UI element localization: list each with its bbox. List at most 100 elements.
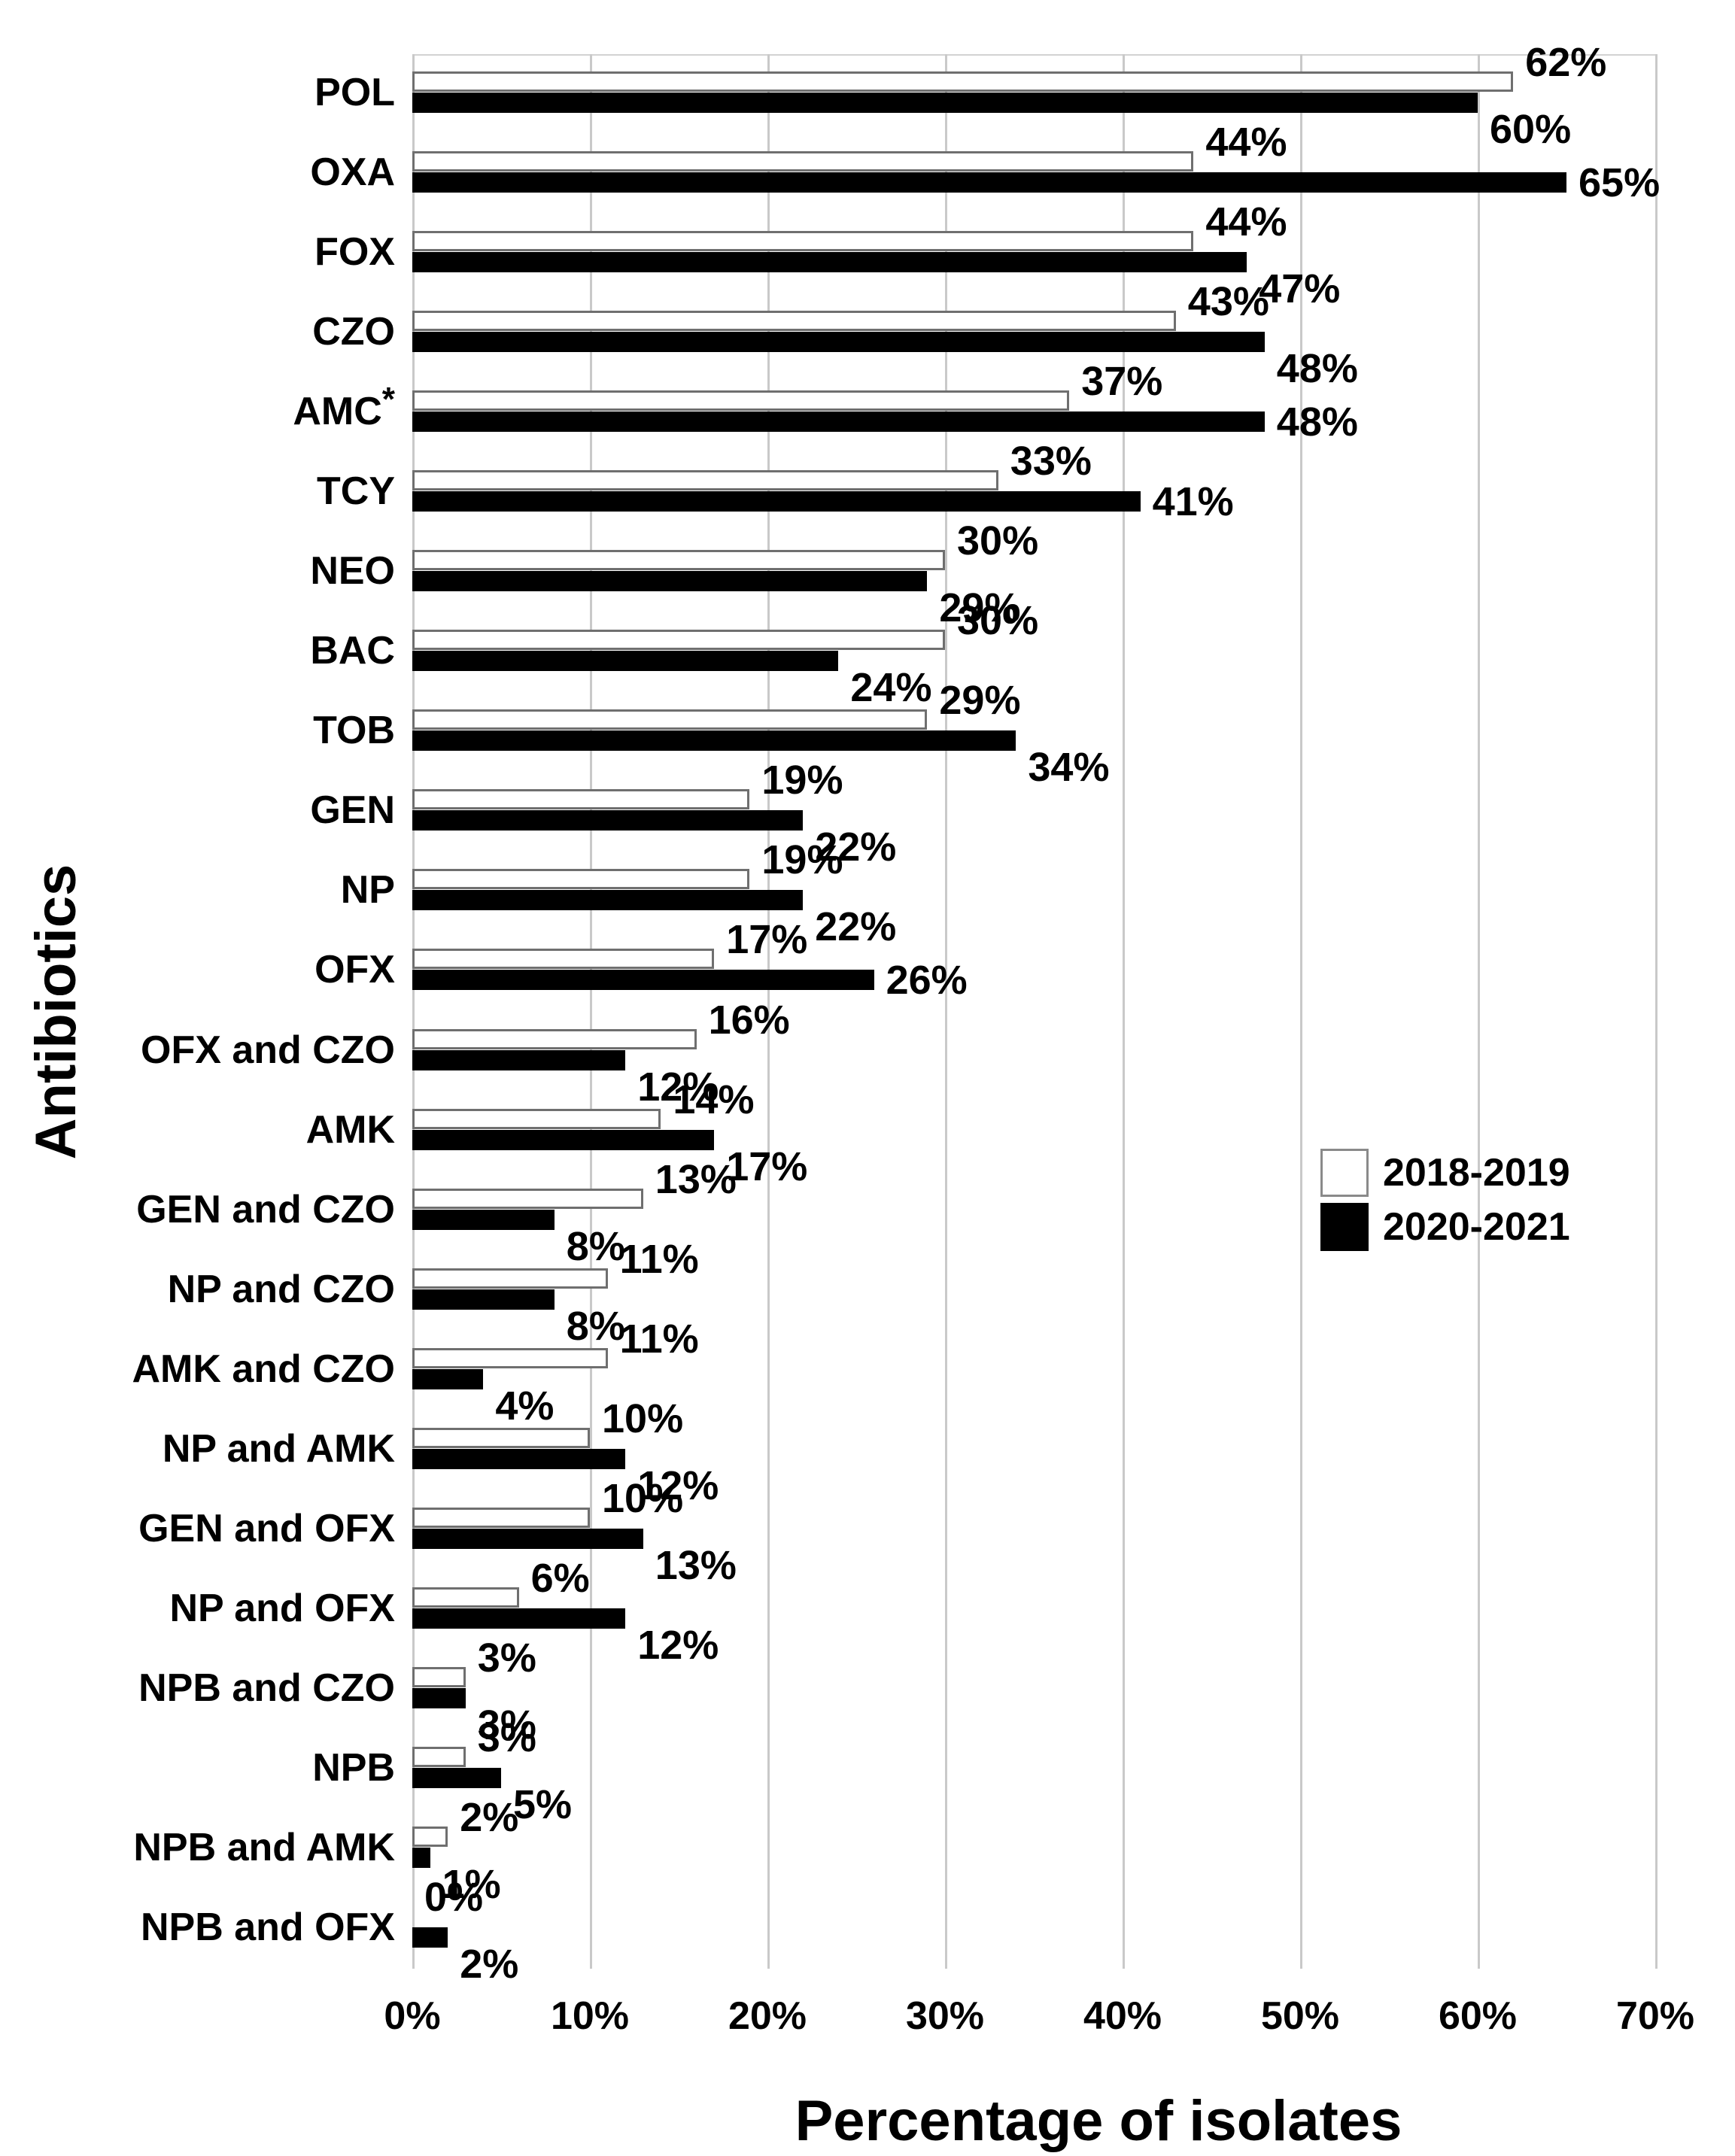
bar-2018-2019: [412, 470, 998, 491]
value-label-2020-2021: 22%: [815, 904, 897, 950]
value-label-2018-2019: 11%: [619, 1236, 699, 1282]
value-label-2020-2021: 60%: [1490, 107, 1572, 152]
value-label-2020-2021: 1%: [442, 1861, 501, 1907]
value-label-2018-2019: 44%: [1205, 120, 1287, 165]
bar-2018-2019: [412, 1507, 590, 1528]
bar-2020-2021: [412, 1368, 484, 1389]
category-label: AMK: [305, 1107, 395, 1152]
x-axis-title: Percentage of isolates: [795, 2089, 1402, 2153]
x-tick-label: 0%: [384, 1994, 441, 2038]
value-label-2018-2019: 19%: [761, 758, 843, 803]
value-label-2020-2021: 48%: [1276, 346, 1358, 392]
category-label: NEO: [310, 549, 395, 594]
value-label-2020-2021: 12%: [637, 1064, 719, 1110]
category-label: POL: [314, 71, 395, 114]
value-label-2020-2021: 34%: [1028, 745, 1110, 791]
gridline: [1123, 54, 1125, 1969]
bar-2020-2021: [412, 890, 804, 911]
bar-2020-2021: [412, 1687, 466, 1708]
value-label-2020-2021: 65%: [1579, 159, 1661, 205]
value-label-2018-2019: 29%: [939, 678, 1021, 724]
value-label-2020-2021: 13%: [655, 1542, 737, 1588]
bar-2020-2021: [412, 1847, 430, 1868]
value-label-2020-2021: 17%: [726, 1143, 808, 1189]
value-label-2018-2019: 2%: [460, 1794, 519, 1840]
value-label-2018-2019: 10%: [602, 1395, 684, 1441]
category-label: FOX: [314, 230, 395, 275]
category-label: NPB and OFX: [140, 1905, 395, 1949]
bar-2020-2021: [412, 252, 1247, 273]
bar-2018-2019: [412, 1666, 466, 1687]
value-label-2020-2021: 29%: [939, 585, 1021, 631]
bar-2020-2021: [412, 810, 804, 831]
value-label-2018-2019: 10%: [602, 1475, 684, 1521]
category-label: NP and CZO: [167, 1267, 395, 1311]
x-tick-label: 30%: [905, 1994, 985, 2038]
bar-2020-2021: [412, 411, 1265, 433]
bar-2018-2019: [412, 1268, 608, 1289]
bar-2020-2021: [412, 1528, 643, 1549]
category-label: NP and AMK: [162, 1426, 395, 1471]
value-label-2020-2021: 8%: [566, 1223, 625, 1269]
category-label: NPB and AMK: [133, 1825, 395, 1869]
bar-2020-2021: [412, 1289, 555, 1310]
category-label: TCY: [317, 469, 395, 514]
bar-2020-2021: [412, 1927, 448, 1948]
bar-2020-2021: [412, 332, 1265, 353]
bar-2020-2021: [412, 491, 1141, 512]
legend-label: 2020-2021: [1383, 1205, 1570, 1249]
value-label-2020-2021: 5%: [513, 1781, 573, 1827]
value-label-2018-2019: 30%: [957, 518, 1039, 564]
bar-2020-2021: [412, 1209, 555, 1230]
x-tick-label: 10%: [550, 1994, 630, 2038]
value-label-2018-2019: 17%: [726, 917, 808, 963]
bar-2018-2019: [412, 1746, 466, 1767]
category-label: AMK and CZO: [132, 1347, 395, 1391]
bar-2018-2019: [412, 1028, 697, 1049]
x-tick-label: 20%: [728, 1994, 807, 2038]
value-label-2018-2019: 0%: [424, 1874, 484, 1920]
value-label-2020-2021: 4%: [495, 1383, 555, 1429]
value-label-2018-2019: 44%: [1205, 199, 1287, 245]
bar-2018-2019: [412, 550, 945, 571]
value-label-2018-2019: 14%: [673, 1076, 755, 1122]
value-label-2020-2021: 12%: [637, 1622, 719, 1668]
bar-2018-2019: [412, 1347, 608, 1368]
bar-2020-2021: [412, 1448, 626, 1469]
gridline: [1655, 54, 1658, 1969]
legend-swatch-2020-2021: [1320, 1203, 1369, 1251]
x-tick-label: 40%: [1083, 1994, 1162, 2038]
bar-2020-2021: [412, 93, 1478, 113]
x-tick-label: 60%: [1438, 1994, 1518, 2038]
value-label-2020-2021: 24%: [850, 665, 932, 711]
bar-2018-2019: [412, 151, 1194, 172]
gridline: [590, 54, 592, 1969]
bar-2020-2021: [412, 730, 1016, 752]
bar-2018-2019: [412, 390, 1070, 411]
value-label-2018-2019: 62%: [1525, 40, 1607, 85]
value-label-2020-2021: 12%: [637, 1462, 719, 1508]
category-label: GEN and CZO: [136, 1187, 395, 1231]
value-label-2018-2019: 16%: [708, 997, 790, 1043]
value-label-2018-2019: 37%: [1081, 359, 1163, 405]
category-label: GEN: [310, 788, 395, 833]
bar-2018-2019: [412, 949, 715, 970]
value-label-2018-2019: 3%: [477, 1714, 536, 1760]
value-label-2020-2021: 3%: [477, 1702, 536, 1748]
bar-2018-2019: [412, 1188, 643, 1209]
bar-2018-2019: [412, 311, 1176, 332]
bar-2020-2021: [412, 1129, 715, 1150]
category-label: OFX: [314, 948, 395, 992]
bar-2018-2019: [412, 869, 750, 890]
gridline: [767, 54, 770, 1969]
value-label-2020-2021: 48%: [1276, 399, 1358, 445]
bar-2018-2019: [412, 630, 945, 651]
asterisk-marker: *: [381, 381, 395, 418]
bar-2018-2019: [412, 1108, 661, 1129]
value-label-2018-2019: 13%: [655, 1156, 737, 1202]
gridline: [1478, 54, 1480, 1969]
bar-2020-2021: [412, 1767, 501, 1788]
value-label-2020-2021: 47%: [1259, 266, 1341, 312]
value-label-2020-2021: 26%: [886, 957, 968, 1003]
